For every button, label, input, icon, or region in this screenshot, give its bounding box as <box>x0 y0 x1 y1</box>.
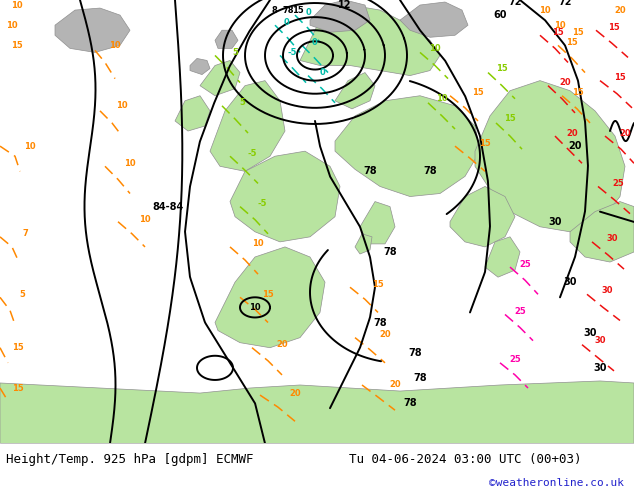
Text: 15: 15 <box>504 115 516 123</box>
Text: 7: 7 <box>22 229 28 238</box>
Text: 15: 15 <box>479 139 491 147</box>
Text: 10: 10 <box>436 94 448 103</box>
Text: 15: 15 <box>292 5 304 15</box>
Text: 10: 10 <box>249 303 261 312</box>
Text: 78: 78 <box>383 247 397 257</box>
Text: 78: 78 <box>403 398 417 408</box>
Text: -5: -5 <box>287 48 297 57</box>
Text: 15: 15 <box>372 280 384 289</box>
Polygon shape <box>335 73 375 109</box>
Text: 20: 20 <box>568 141 582 151</box>
Text: 15: 15 <box>496 64 508 73</box>
Text: 20: 20 <box>559 78 571 87</box>
Text: 0: 0 <box>312 38 318 47</box>
Polygon shape <box>570 201 634 262</box>
Text: 20: 20 <box>614 5 626 15</box>
Text: 25: 25 <box>509 355 521 364</box>
Text: 15: 15 <box>572 88 584 97</box>
Polygon shape <box>335 96 480 196</box>
Text: 15: 15 <box>12 384 24 392</box>
Polygon shape <box>300 5 440 75</box>
Polygon shape <box>475 81 625 232</box>
Text: 15: 15 <box>12 343 24 352</box>
Polygon shape <box>230 151 340 242</box>
Text: 10: 10 <box>252 240 264 248</box>
Text: 15: 15 <box>608 23 620 32</box>
Text: 15: 15 <box>262 290 274 299</box>
Text: 25: 25 <box>519 260 531 269</box>
Text: 10: 10 <box>6 21 18 30</box>
Text: -5: -5 <box>257 199 267 208</box>
Text: 72: 72 <box>559 0 572 7</box>
Polygon shape <box>355 234 372 254</box>
Text: 10: 10 <box>554 21 566 30</box>
Text: 30: 30 <box>563 277 577 287</box>
Polygon shape <box>215 247 325 348</box>
Text: 30: 30 <box>593 363 607 373</box>
Text: 15: 15 <box>552 28 564 37</box>
Text: 10: 10 <box>11 0 23 9</box>
Text: 0: 0 <box>305 7 311 17</box>
Text: 8: 8 <box>271 5 277 15</box>
Text: 60: 60 <box>493 10 507 20</box>
Text: -5: -5 <box>247 148 257 158</box>
Polygon shape <box>360 201 395 244</box>
Text: 30: 30 <box>594 336 605 345</box>
Polygon shape <box>175 96 210 131</box>
Text: 15: 15 <box>614 73 626 82</box>
Text: 84-84: 84-84 <box>152 201 184 212</box>
Text: 10: 10 <box>429 44 441 53</box>
Polygon shape <box>485 237 520 277</box>
Polygon shape <box>310 0 370 32</box>
Text: 78: 78 <box>413 373 427 383</box>
Text: ©weatheronline.co.uk: ©weatheronline.co.uk <box>489 478 624 488</box>
Text: 20: 20 <box>619 128 631 138</box>
Text: Tu 04-06-2024 03:00 UTC (00+03): Tu 04-06-2024 03:00 UTC (00+03) <box>349 453 581 466</box>
Text: 78: 78 <box>282 5 294 15</box>
Text: 0: 0 <box>319 68 325 77</box>
Text: 20: 20 <box>289 389 301 397</box>
Text: 30: 30 <box>606 234 618 244</box>
Text: 78: 78 <box>373 318 387 327</box>
Text: 15: 15 <box>566 38 578 47</box>
Polygon shape <box>400 2 468 37</box>
Polygon shape <box>450 187 515 247</box>
Text: 10: 10 <box>539 5 551 15</box>
Text: 30: 30 <box>601 286 612 295</box>
Text: 10: 10 <box>139 215 151 224</box>
Text: 20: 20 <box>379 330 391 339</box>
Text: 15: 15 <box>572 28 584 37</box>
Text: 0: 0 <box>283 18 289 26</box>
Text: 30: 30 <box>583 328 597 338</box>
Text: 5: 5 <box>19 290 25 299</box>
Polygon shape <box>200 60 240 96</box>
Text: 10: 10 <box>24 142 36 150</box>
Polygon shape <box>190 58 210 74</box>
Text: 30: 30 <box>548 217 562 227</box>
Polygon shape <box>215 30 238 49</box>
Text: 5: 5 <box>239 98 245 107</box>
Polygon shape <box>0 381 634 443</box>
Polygon shape <box>210 81 285 172</box>
Text: 15: 15 <box>472 88 484 97</box>
Text: 20: 20 <box>276 340 288 349</box>
Text: 10: 10 <box>116 101 128 110</box>
Text: 15: 15 <box>11 41 23 50</box>
Text: 25: 25 <box>514 307 526 316</box>
Text: Height/Temp. 925 hPa [gdpm] ECMWF: Height/Temp. 925 hPa [gdpm] ECMWF <box>6 453 254 466</box>
Text: 12: 12 <box>339 0 352 10</box>
Text: 72: 72 <box>508 0 522 7</box>
Text: 78: 78 <box>363 166 377 176</box>
Text: 20: 20 <box>389 381 401 390</box>
Polygon shape <box>55 8 130 52</box>
Text: 25: 25 <box>612 179 624 188</box>
Text: 78: 78 <box>423 166 437 176</box>
Text: 5: 5 <box>232 48 238 57</box>
Text: 78: 78 <box>408 348 422 358</box>
Text: 10: 10 <box>124 159 136 168</box>
Text: 10: 10 <box>109 41 121 50</box>
Text: 20: 20 <box>566 128 578 138</box>
